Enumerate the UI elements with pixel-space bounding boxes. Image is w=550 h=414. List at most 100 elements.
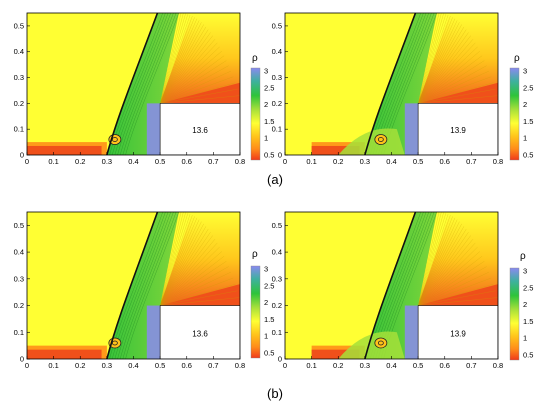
fan-ray: [159, 20, 200, 104]
fan-ray: [418, 65, 487, 104]
fan-ray: [159, 238, 216, 306]
fan-ray: [417, 213, 447, 306]
vortex-core: [111, 137, 118, 142]
contour-panel: 13.9 0 0.1 0.2 0.3 0.4 0.5 0.6 0.7 0.8 0 0.1 0.2 0.3 0…: [272, 12, 533, 166]
obstacle-block: [159, 103, 240, 155]
x-tick-label: 0.3: [360, 361, 370, 370]
fan-ray: [418, 256, 483, 306]
fan-ray: [160, 46, 220, 104]
y-tick-label: 0: [278, 151, 282, 160]
colorbar: [509, 67, 520, 161]
fan-ray: [160, 60, 227, 104]
y-tick-label: 0.3: [272, 73, 282, 82]
fan-ray: [418, 271, 490, 306]
expansion-fan-core: [418, 284, 498, 306]
fan-ray: [417, 229, 467, 306]
y-tick-label: 0.3: [14, 274, 24, 283]
injected-layer-core: [27, 145, 102, 155]
y-tick-label: 0.4: [14, 248, 24, 257]
panel-annotation: 13.9: [450, 126, 466, 135]
fan-ray: [417, 212, 444, 306]
fan-ray: [160, 266, 229, 306]
colorbar-tick-label: 1: [264, 134, 268, 143]
vortex: [374, 337, 388, 349]
fan-ray: [159, 221, 202, 306]
panel-annotation: 13.9: [450, 329, 466, 338]
fan-ray: [418, 284, 494, 306]
colorbar-tick-label: 2.5: [523, 83, 533, 92]
fan-ray: [159, 29, 209, 104]
colorbar-tick-label: 3: [523, 267, 527, 276]
post-shock-region: [364, 13, 437, 155]
x-tick-label: 0.3: [102, 361, 112, 370]
mixing-zone: [338, 331, 405, 359]
fan-ray: [417, 20, 458, 104]
fan-ray: [417, 226, 465, 306]
fan-ray: [418, 297, 498, 306]
fan-ray: [417, 18, 456, 104]
x-tick-label: 0.1: [48, 361, 58, 370]
vortex: [374, 134, 388, 145]
fan-ray: [160, 70, 232, 104]
x-tick-label: 0.4: [128, 361, 138, 370]
fan-ray: [418, 70, 490, 104]
fan-ray: [159, 15, 193, 104]
colorbar-tick-label: 0.5: [523, 151, 533, 160]
y-tick-label: 0.1: [272, 328, 282, 337]
colorbar-tick-label: 1.5: [264, 117, 274, 126]
fan-ray: [418, 261, 485, 306]
fan-ray: [418, 251, 480, 306]
x-tick-label: 0.8: [493, 157, 503, 166]
x-tick-label: 0: [25, 157, 29, 166]
x-tick-label: 0.1: [48, 157, 58, 166]
colorbar-tick-label: 1: [523, 334, 527, 343]
fan-ray: [417, 212, 440, 306]
colorbar: [250, 265, 261, 359]
fan-ray: [160, 65, 229, 104]
y-tick-label: 0.3: [272, 274, 282, 283]
colorbar-tick-label: 2.5: [264, 83, 274, 92]
shock-front: [364, 212, 417, 359]
contour-line: [117, 212, 171, 359]
fan-ray: [417, 32, 469, 104]
expansion-fan: [418, 13, 498, 104]
colorbar-tick-label: 2: [264, 298, 268, 307]
x-tick-label: 0.8: [235, 157, 245, 166]
fan-ray: [417, 42, 476, 104]
contour-panel: 13.6 0 0.1 0.2 0.3 0.4 0.5 0.6 0.7 0.8 0 0.1 0.2 0.3 0…: [14, 12, 274, 166]
y-tick-label: 0.5: [14, 221, 24, 230]
fan-ray: [417, 219, 458, 306]
panel-annotation: 13.6: [192, 126, 208, 135]
fan-ray: [417, 235, 471, 306]
fan-ray: [417, 212, 442, 306]
y-tick-label: 0: [20, 355, 24, 364]
post-shock-region: [364, 212, 437, 359]
colorbar-tick-label: 2.5: [264, 281, 274, 290]
fan-ray: [160, 297, 240, 306]
contour-line: [125, 212, 179, 359]
contour-line: [122, 212, 177, 359]
fan-ray: [417, 242, 476, 306]
fan-ray: [159, 42, 218, 104]
fan-ray: [159, 217, 198, 306]
x-tick-label: 0: [283, 157, 287, 166]
x-tick-label: 0: [283, 361, 287, 370]
fan-ray: [418, 88, 496, 104]
fan-ray: [418, 76, 492, 104]
y-tick-label: 0.2: [272, 301, 282, 310]
fan-ray: [159, 212, 184, 306]
fan-ray: [417, 29, 467, 104]
x-tick-label: 0.8: [493, 361, 503, 370]
x-tick-label: 0.5: [413, 157, 423, 166]
fan-ray: [159, 22, 202, 104]
fan-ray: [159, 35, 213, 104]
x-tick-label: 0.3: [102, 157, 112, 166]
y-tick-label: 0.2: [14, 99, 24, 108]
fan-ray: [159, 226, 207, 306]
panel-annotation: 13.6: [192, 329, 208, 338]
fan-ray: [159, 214, 191, 306]
obstacle-block: [159, 305, 240, 359]
fan-ray: [418, 266, 487, 306]
high-density-core: [146, 103, 161, 155]
